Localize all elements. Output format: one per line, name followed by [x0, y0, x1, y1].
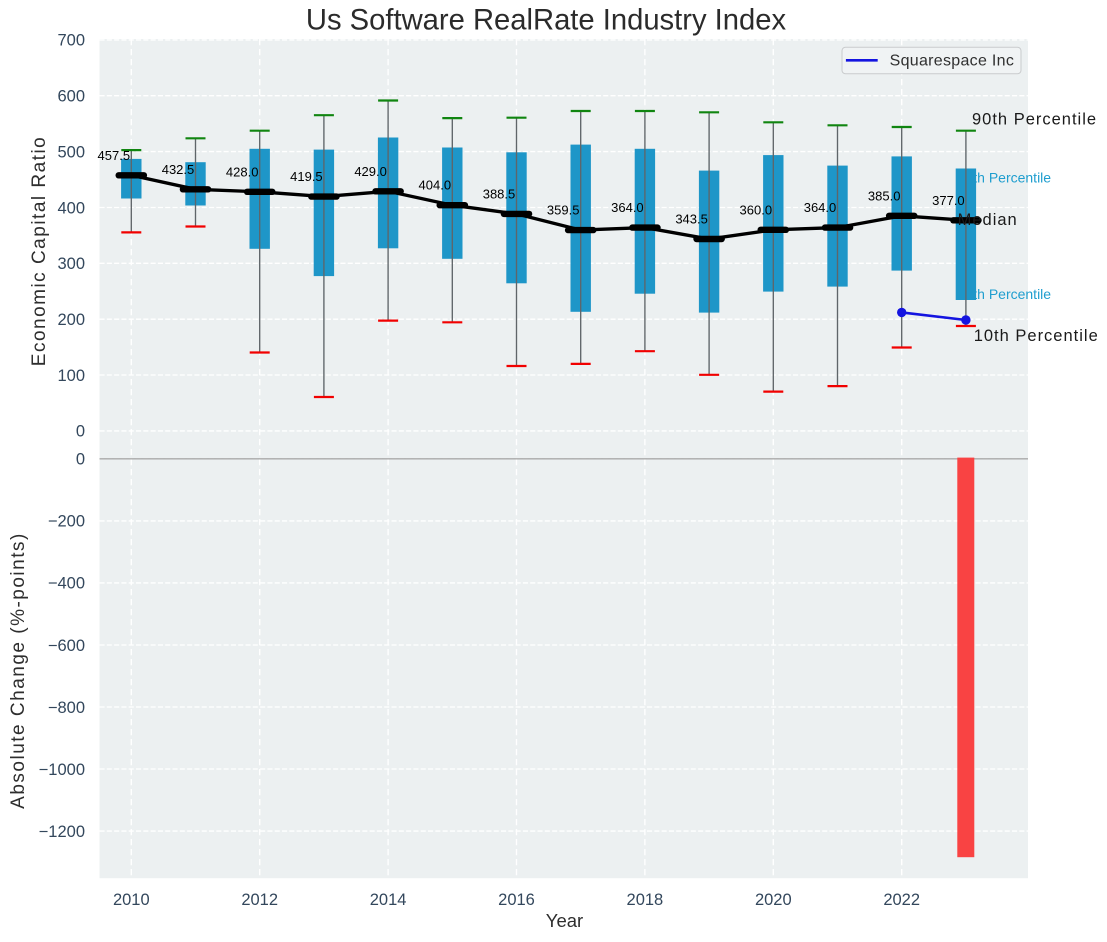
svg-text:457.5: 457.5: [98, 148, 131, 163]
svg-text:−800: −800: [48, 699, 85, 717]
svg-text:419.5: 419.5: [290, 169, 323, 184]
svg-text:Squarespace Inc: Squarespace Inc: [890, 52, 1015, 69]
svg-text:343.5: 343.5: [675, 212, 708, 227]
svg-text:300: 300: [57, 255, 85, 273]
svg-text:−1200: −1200: [39, 823, 85, 841]
svg-text:2012: 2012: [241, 891, 278, 909]
svg-text:500: 500: [57, 143, 85, 161]
svg-text:10th Percentile: 10th Percentile: [974, 327, 1099, 345]
svg-text:429.0: 429.0: [354, 164, 387, 179]
svg-text:400: 400: [57, 199, 85, 217]
svg-text:2014: 2014: [370, 891, 407, 909]
svg-text:359.5: 359.5: [547, 203, 580, 218]
svg-text:−600: −600: [48, 637, 85, 655]
svg-text:2020: 2020: [755, 891, 792, 909]
svg-text:Year: Year: [546, 910, 583, 931]
svg-text:377.0: 377.0: [932, 193, 965, 208]
svg-text:700: 700: [57, 32, 85, 50]
svg-text:100: 100: [57, 367, 85, 385]
svg-text:200: 200: [57, 311, 85, 329]
svg-text:−1000: −1000: [39, 761, 85, 779]
svg-text:Median: Median: [958, 211, 1018, 229]
svg-text:25th Percentile: 25th Percentile: [958, 286, 1052, 302]
svg-text:75th Percentile: 75th Percentile: [958, 169, 1052, 185]
svg-text:90th Percentile: 90th Percentile: [972, 111, 1097, 129]
svg-text:2010: 2010: [113, 891, 150, 909]
svg-text:404.0: 404.0: [419, 178, 452, 193]
svg-text:385.0: 385.0: [868, 188, 901, 203]
svg-text:0: 0: [76, 423, 85, 441]
svg-text:Absolute Change (%-points): Absolute Change (%-points): [8, 532, 29, 809]
svg-text:2016: 2016: [498, 891, 535, 909]
svg-text:2022: 2022: [883, 891, 920, 909]
svg-text:364.0: 364.0: [611, 200, 644, 215]
svg-text:0: 0: [76, 451, 85, 469]
svg-text:432.5: 432.5: [162, 162, 195, 177]
svg-text:428.0: 428.0: [226, 164, 259, 179]
svg-text:364.0: 364.0: [804, 200, 837, 215]
svg-text:Us Software RealRate Industry: Us Software RealRate Industry Index: [306, 4, 787, 36]
svg-text:2018: 2018: [627, 891, 664, 909]
svg-text:388.5: 388.5: [483, 186, 516, 201]
svg-text:−400: −400: [48, 575, 85, 593]
svg-text:−200: −200: [48, 513, 85, 531]
svg-text:600: 600: [57, 88, 85, 106]
svg-text:Economic Capital Ratio: Economic Capital Ratio: [29, 136, 50, 366]
svg-text:360.0: 360.0: [740, 202, 773, 217]
